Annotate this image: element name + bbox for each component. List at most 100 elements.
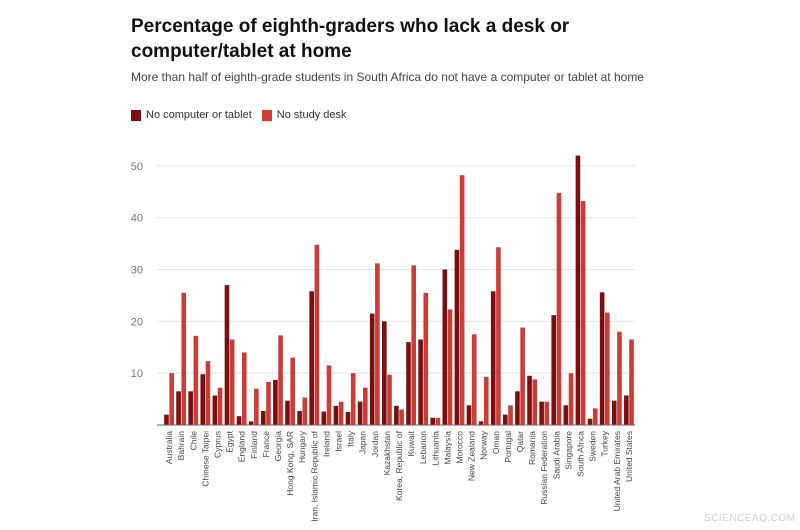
bar-no-computer-26 [478,421,484,425]
x-tick-label-7: Finland [249,431,259,459]
x-tick-label-33: Singapore [563,431,573,470]
bar-no-desk-26 [484,376,489,425]
bar-no-computer-34 [575,155,581,425]
bar-no-computer-37 [611,400,617,425]
bar-no-desk-11 [302,397,308,425]
bar-no-desk-23 [447,309,453,425]
bar-no-desk-1 [181,292,187,425]
x-tick-label-9: Georgia [273,431,283,462]
x-tick-label-26: Norway [479,430,489,460]
bar-no-desk-27 [496,247,501,425]
x-tick-label-28: Portugal [503,431,513,463]
bar-no-computer-31 [539,401,544,425]
x-tick-label-31: Russian Federation [539,431,549,505]
bar-no-desk-13 [326,365,332,425]
bar-no-computer-4 [212,395,218,425]
bar-no-desk-36 [605,312,610,425]
bar-no-computer-2 [188,391,193,425]
legend-swatch-series-2 [261,109,272,121]
x-tick-label-30: Romania [527,431,537,465]
x-tick-label-3: Chinese Taipei [200,431,210,487]
bar-no-computer-14 [333,405,339,425]
x-tick-label-8: France [261,431,271,458]
x-tick-label-22: Lithuania [430,431,440,466]
bar-no-computer-7 [248,421,254,425]
x-tick-label-20: Kuwait [406,430,416,456]
x-tick-label-16: Japan [358,431,368,454]
bar-no-computer-8 [260,411,266,425]
bar-no-computer-35 [587,418,593,425]
bar-no-desk-14 [338,401,344,425]
x-tick-label-15: Italy [346,430,356,446]
x-tick-label-17: Jordan [370,431,380,457]
x-tick-label-14: Israel [333,431,343,452]
x-tick-label-13: Ireland [321,431,331,457]
x-tick-label-23: Malaysia [442,431,452,465]
bar-no-computer-13 [321,411,327,425]
legend-swatch-series-1 [131,109,141,121]
bar-no-computer-17 [369,313,375,425]
bar-no-computer-12 [309,291,314,425]
x-tick-label-32: Saudi Arabia [551,431,561,479]
bar-no-computer-15 [345,412,351,425]
bar-no-computer-6 [236,416,242,425]
bar-no-desk-34 [580,201,586,425]
bar-no-computer-9 [273,379,278,425]
bar-no-computer-1 [176,391,181,425]
bar-no-desk-31 [544,401,550,425]
bar-no-desk-20 [411,265,417,425]
y-tick-label-30: 30 [131,265,143,277]
x-tick-label-12: Iran, Islamic Republic of [309,430,319,521]
bar-no-desk-28 [508,405,513,425]
bar-no-computer-36 [599,292,605,425]
bar-no-computer-28 [503,414,508,425]
bar-no-computer-23 [442,269,448,425]
bar-no-computer-3 [200,374,206,425]
bar-no-desk-21 [423,292,429,425]
watermark: SCIENCEAQ.COM [704,513,796,524]
x-tick-label-24: Morocco [455,431,465,464]
chart-title: Percentage of eighth-graders who lack a … [131,16,570,62]
x-tick-label-1: Bahrain [176,431,186,461]
bar-no-computer-22 [430,417,436,425]
bar-no-computer-11 [297,411,302,425]
bar-no-computer-10 [285,400,290,425]
bar-no-desk-30 [532,379,538,425]
bar-no-computer-30 [527,375,532,425]
bar-no-desk-7 [254,388,259,425]
bar-no-desk-5 [229,339,235,425]
bar-no-desk-22 [435,417,441,425]
bar-no-desk-9 [278,335,283,425]
bar-no-desk-29 [520,327,525,425]
x-tick-label-27: Oman [491,431,501,454]
legend-item-series-2: No study desk [261,109,346,121]
legend-item-series-1: No computer or tablet [131,109,252,121]
bar-no-desk-0 [169,373,174,425]
chart-subtitle: More than half of eighth-grade students … [131,70,644,84]
y-tick-label-20: 20 [131,316,143,328]
x-tick-label-25: New Zealand [467,431,477,481]
legend: No computer or tablet No study desk [131,107,356,123]
bar-no-desk-4 [217,387,223,425]
legend-label-series-1: No computer or tablet [146,109,252,121]
x-tick-label-38: United States [624,431,634,482]
x-tick-label-6: England [237,431,247,462]
bar-no-desk-35 [592,408,598,425]
bar-no-desk-12 [314,244,320,425]
bar-no-desk-8 [266,381,271,425]
bar-no-computer-27 [490,291,496,425]
bar-no-desk-2 [193,335,199,425]
bar-no-computer-5 [224,285,230,425]
x-tick-label-35: Sweden [588,431,598,462]
bar-no-desk-18 [387,374,392,425]
x-tick-label-11: Hungary [297,430,307,463]
bar-no-computer-29 [515,391,520,425]
bar-no-desk-32 [556,192,562,425]
x-tick-label-2: Chile [188,431,198,451]
bar-no-desk-15 [350,373,356,425]
bar-no-computer-20 [406,342,411,425]
bar-no-computer-21 [418,339,423,425]
x-tick-label-5: Egypt [225,430,235,452]
bar-no-computer-18 [381,321,387,425]
